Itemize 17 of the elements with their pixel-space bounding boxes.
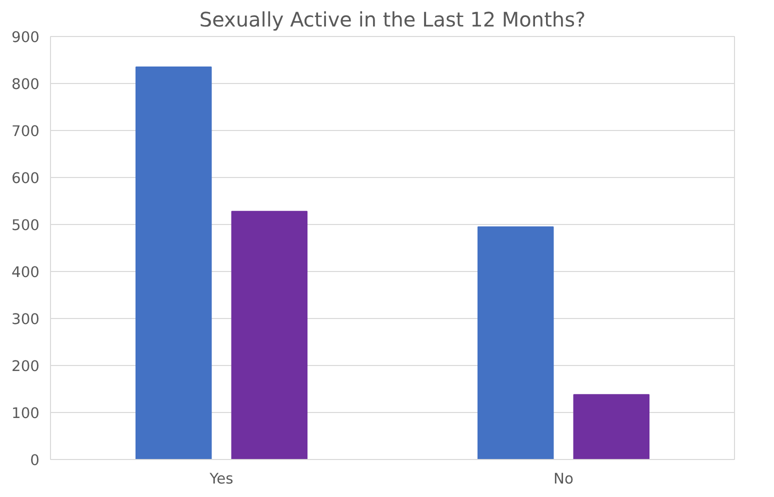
y-tick-label: 0 (30, 452, 40, 469)
y-tick-label: 500 (12, 217, 40, 234)
y-tick-label: 400 (12, 264, 40, 281)
y-tick-label: 900 (12, 29, 40, 46)
bar (573, 394, 650, 460)
bar (478, 226, 554, 460)
y-tick-label: 200 (12, 358, 40, 375)
y-tick-label: 300 (12, 311, 40, 328)
bar (231, 210, 308, 460)
x-tick-label: Yes (208, 470, 234, 488)
y-tick-label: 600 (12, 170, 40, 187)
y-tick-label: 800 (12, 76, 40, 93)
bar (136, 66, 212, 460)
y-tick-label: 100 (12, 405, 40, 422)
chart-title: Sexually Active in the Last 12 Months? (199, 8, 586, 32)
y-tick-label: 700 (12, 123, 40, 140)
x-tick-label: No (554, 470, 574, 488)
